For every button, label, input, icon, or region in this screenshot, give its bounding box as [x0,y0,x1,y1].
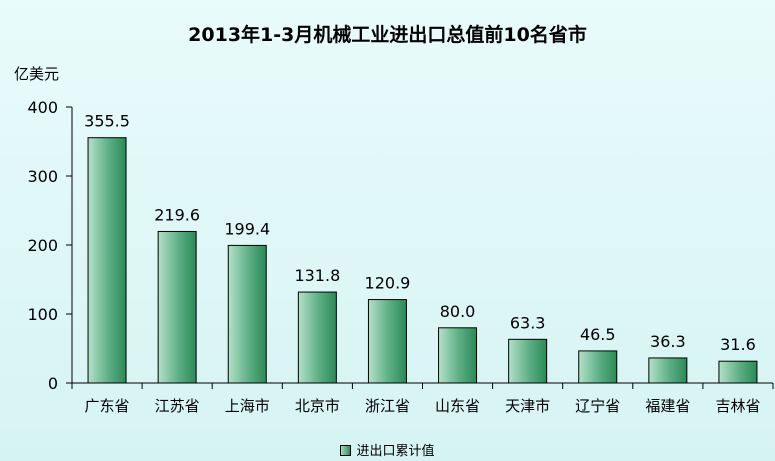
data-label: 63.3 [510,313,546,332]
y-tick-label: 200 [27,236,58,255]
bar [157,230,197,384]
legend-swatch [340,445,352,456]
category-label: 浙江省 [365,397,410,415]
category-label: 吉林省 [715,397,760,415]
y-tick-label: 300 [27,167,58,186]
bar [227,244,267,384]
category-label: 北京市 [295,397,340,415]
data-label: 355.5 [84,112,130,131]
y-tick-label: 0 [48,374,58,393]
bar [367,299,407,384]
data-label: 120.9 [365,274,411,293]
legend-label: 进出口累计值 [356,444,435,459]
bar [718,360,758,384]
data-label: 80.0 [440,302,476,321]
data-label: 131.8 [294,266,340,285]
category-label: 广东省 [85,397,130,415]
chart-title: 2013年1-3月机械工业进出口总值前10名省市 [188,24,587,46]
bar [297,291,337,384]
category-label: 福建省 [645,397,690,415]
category-label: 山东省 [435,397,480,415]
bar [578,350,618,384]
y-tick-label: 100 [27,305,58,324]
category-label: 天津市 [505,397,550,415]
data-label: 199.4 [224,219,270,238]
labels: 355.5 广东省 219.6 江苏省 199.4 上海市 131.8 北京市 120.9 浙江省… [84,112,760,415]
data-label: 31.6 [720,335,756,354]
category-label: 辽宁省 [575,397,620,415]
data-label: 219.6 [154,205,200,224]
bar [508,338,548,384]
bar [87,137,127,384]
y-axis-unit-label: 亿美元 [14,65,60,83]
data-label: 46.5 [580,325,616,344]
category-label: 江苏省 [155,397,200,415]
bar-chart: 0 100 200 300 400 355.5 广东省 219.6 江苏省 199.4 上海市 13… [27,98,774,415]
bar [438,327,478,384]
y-tick-label: 400 [27,98,58,117]
bars [87,137,758,384]
category-label: 上海市 [225,397,270,415]
bar [648,357,688,384]
legend: 进出口累计值 [0,440,775,459]
data-label: 36.3 [650,332,686,351]
